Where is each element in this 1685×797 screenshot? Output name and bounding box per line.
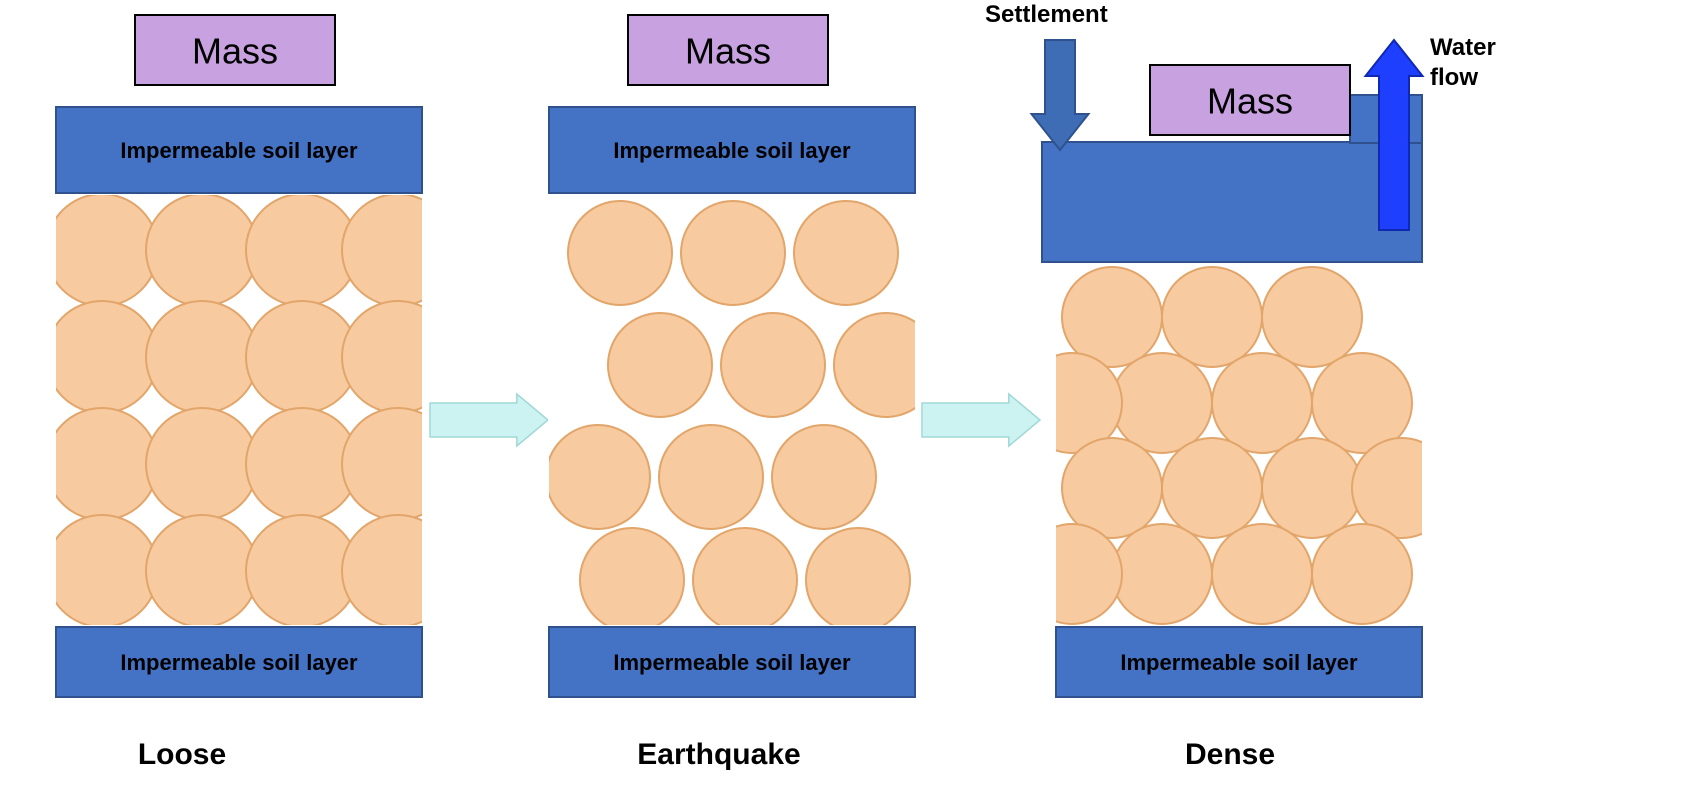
water-flow-label-1: Water [1430, 34, 1496, 61]
dense-mass-block: Mass [1150, 65, 1350, 135]
settlement-arrow [1032, 40, 1089, 150]
mass-label: Mass [192, 31, 278, 72]
layer-label: Impermeable soil layer [120, 138, 358, 163]
dense-caption: Dense [1185, 738, 1275, 771]
layer-label: Impermeable soil layer [613, 138, 851, 163]
dense-bottom-layer: Impermeable soil layer [1056, 627, 1422, 697]
water-flow-label-2: flow [1430, 64, 1478, 91]
layer-label: Impermeable soil layer [120, 650, 358, 675]
loose-bottom-layer: Impermeable soil layer [56, 627, 422, 697]
settlement-label: Settlement [985, 1, 1108, 28]
mass-label: Mass [685, 31, 771, 72]
dense-top-layer [1042, 142, 1422, 262]
earthquake-caption: Earthquake [637, 738, 800, 771]
loose-top-layer: Impermeable soil layer [56, 107, 422, 193]
layer-label: Impermeable soil layer [613, 650, 851, 675]
loose-caption: Loose [138, 738, 226, 771]
quake-grains [546, 201, 938, 632]
loose-grains [46, 194, 454, 627]
progress-arrow-1 [430, 394, 548, 446]
loose-mass-block: Mass [135, 15, 335, 85]
quake-top-layer: Impermeable soil layer [549, 107, 915, 193]
quake-mass-block: Mass [628, 15, 828, 85]
progress-arrow-2 [922, 394, 1040, 446]
dense-grains [1022, 267, 1452, 624]
quake-bottom-layer: Impermeable soil layer [549, 627, 915, 697]
layer-label: Impermeable soil layer [1120, 650, 1358, 675]
mass-label: Mass [1207, 81, 1293, 122]
